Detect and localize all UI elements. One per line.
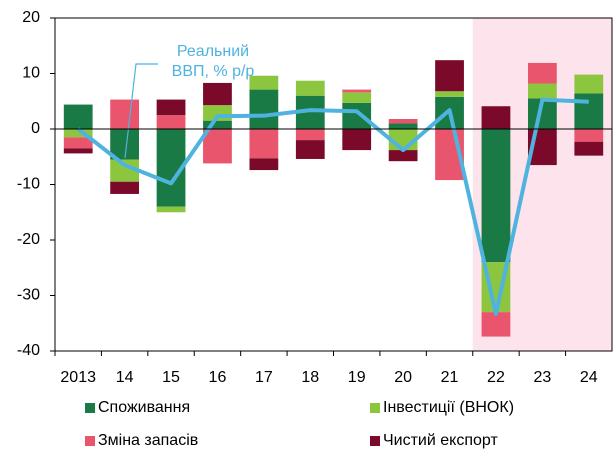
- bar-segment: [342, 102, 372, 129]
- bar-segment: [249, 158, 279, 171]
- x-tick-label: 22: [487, 369, 505, 386]
- y-tick-label: 10: [22, 65, 40, 82]
- x-tick-label: 17: [255, 369, 273, 386]
- bar-segment: [481, 312, 511, 337]
- x-tick-label: 20: [394, 369, 412, 386]
- bar-segment: [110, 99, 140, 129]
- bar-segment: [388, 119, 418, 124]
- bar-segment: [203, 120, 232, 129]
- legend-swatch: [370, 403, 380, 413]
- legend-label: Споживання: [98, 399, 190, 416]
- bar-segment: [249, 75, 279, 90]
- bar-segment: [203, 129, 232, 164]
- bar-segment: [249, 129, 279, 159]
- bar-segment: [342, 92, 372, 103]
- y-tick-label: 0: [31, 120, 40, 137]
- bar-segment: [574, 141, 604, 156]
- bar-segment: [342, 129, 372, 151]
- bar-segment: [388, 150, 418, 162]
- bar-segment: [249, 89, 279, 129]
- bar-segment: [295, 129, 325, 141]
- bar-segment: [156, 206, 186, 213]
- y-tick-label: -30: [17, 287, 40, 304]
- x-tick-label: 21: [441, 369, 459, 386]
- bar-segment: [110, 159, 140, 182]
- bar-segment: [156, 99, 186, 116]
- legend-swatch: [85, 403, 95, 413]
- legend-swatch: [85, 436, 95, 446]
- bar-segment: [295, 140, 325, 159]
- bar-segment: [574, 129, 604, 142]
- bar-segment: [527, 62, 557, 84]
- bar-segment: [63, 148, 93, 154]
- bars: [63, 60, 604, 337]
- bar-segment: [388, 123, 418, 129]
- x-tick-label: 18: [301, 369, 319, 386]
- bar-segment: [481, 106, 511, 129]
- annotation: Реальний: [177, 43, 249, 60]
- x-tick-label: 16: [209, 369, 227, 386]
- y-tick-label: -20: [17, 231, 40, 248]
- bar-segment: [203, 82, 232, 106]
- x-tick-label: 14: [116, 369, 134, 386]
- frame: [50, 17, 613, 356]
- bar-segment: [63, 129, 93, 138]
- legend-label: Інвестиції (ВНОК): [383, 399, 514, 416]
- bar-segment: [110, 129, 140, 160]
- bar-segment: [63, 104, 93, 129]
- bar-segment: [342, 89, 372, 93]
- x-tick-label: 24: [580, 369, 598, 386]
- annotation-leader: [124, 63, 158, 159]
- x-tick-label: 23: [533, 369, 551, 386]
- y-tick-label: -40: [17, 342, 40, 359]
- annotation: ВВП, % р/р: [172, 63, 255, 80]
- bar-segment: [435, 60, 464, 92]
- bar-segment: [574, 93, 604, 129]
- bar-segment: [63, 137, 93, 149]
- y-tick-label: 20: [22, 9, 40, 26]
- bar-segment: [481, 129, 511, 263]
- bar-segment: [295, 80, 325, 96]
- x-tick-label: 2013: [60, 369, 96, 386]
- legend-label: Зміна запасів: [98, 432, 198, 449]
- bar-segment: [435, 91, 464, 97]
- bar-segment: [156, 115, 186, 129]
- legend-swatch: [370, 436, 380, 446]
- y-tick-label: -10: [17, 176, 40, 193]
- bar-segment: [574, 74, 604, 94]
- bar-segment: [527, 83, 557, 99]
- gdp-line: [76, 97, 589, 316]
- bar-segment: [110, 181, 140, 194]
- legend-label: Чистий експорт: [383, 432, 498, 449]
- lines: [76, 97, 589, 316]
- x-tick-label: 15: [162, 369, 180, 386]
- x-tick-label: 19: [348, 369, 366, 386]
